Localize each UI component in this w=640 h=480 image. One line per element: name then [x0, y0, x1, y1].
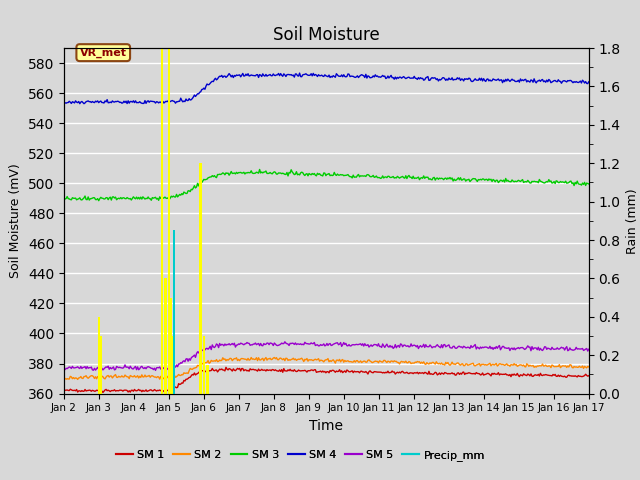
Text: VR_met: VR_met [80, 48, 127, 58]
Bar [172, 336, 173, 394]
Bar [199, 163, 202, 394]
Legend: SM 1, SM 2, SM 3, SM 4, SM 5, Precip_mm: SM 1, SM 2, SM 3, SM 4, SM 5, Precip_mm [111, 446, 490, 466]
Bar [206, 365, 209, 394]
Y-axis label: Soil Moisture (mV): Soil Moisture (mV) [10, 163, 22, 278]
Title: Soil Moisture: Soil Moisture [273, 25, 380, 44]
X-axis label: Time: Time [309, 419, 344, 433]
Bar [203, 336, 205, 394]
Bar [161, 48, 163, 394]
Y-axis label: Rain (mm): Rain (mm) [626, 188, 639, 253]
Bar [168, 48, 170, 394]
Bar [98, 317, 100, 394]
Bar [99, 336, 102, 394]
Bar [164, 278, 166, 394]
Bar [170, 298, 172, 394]
Bar [173, 230, 175, 394]
